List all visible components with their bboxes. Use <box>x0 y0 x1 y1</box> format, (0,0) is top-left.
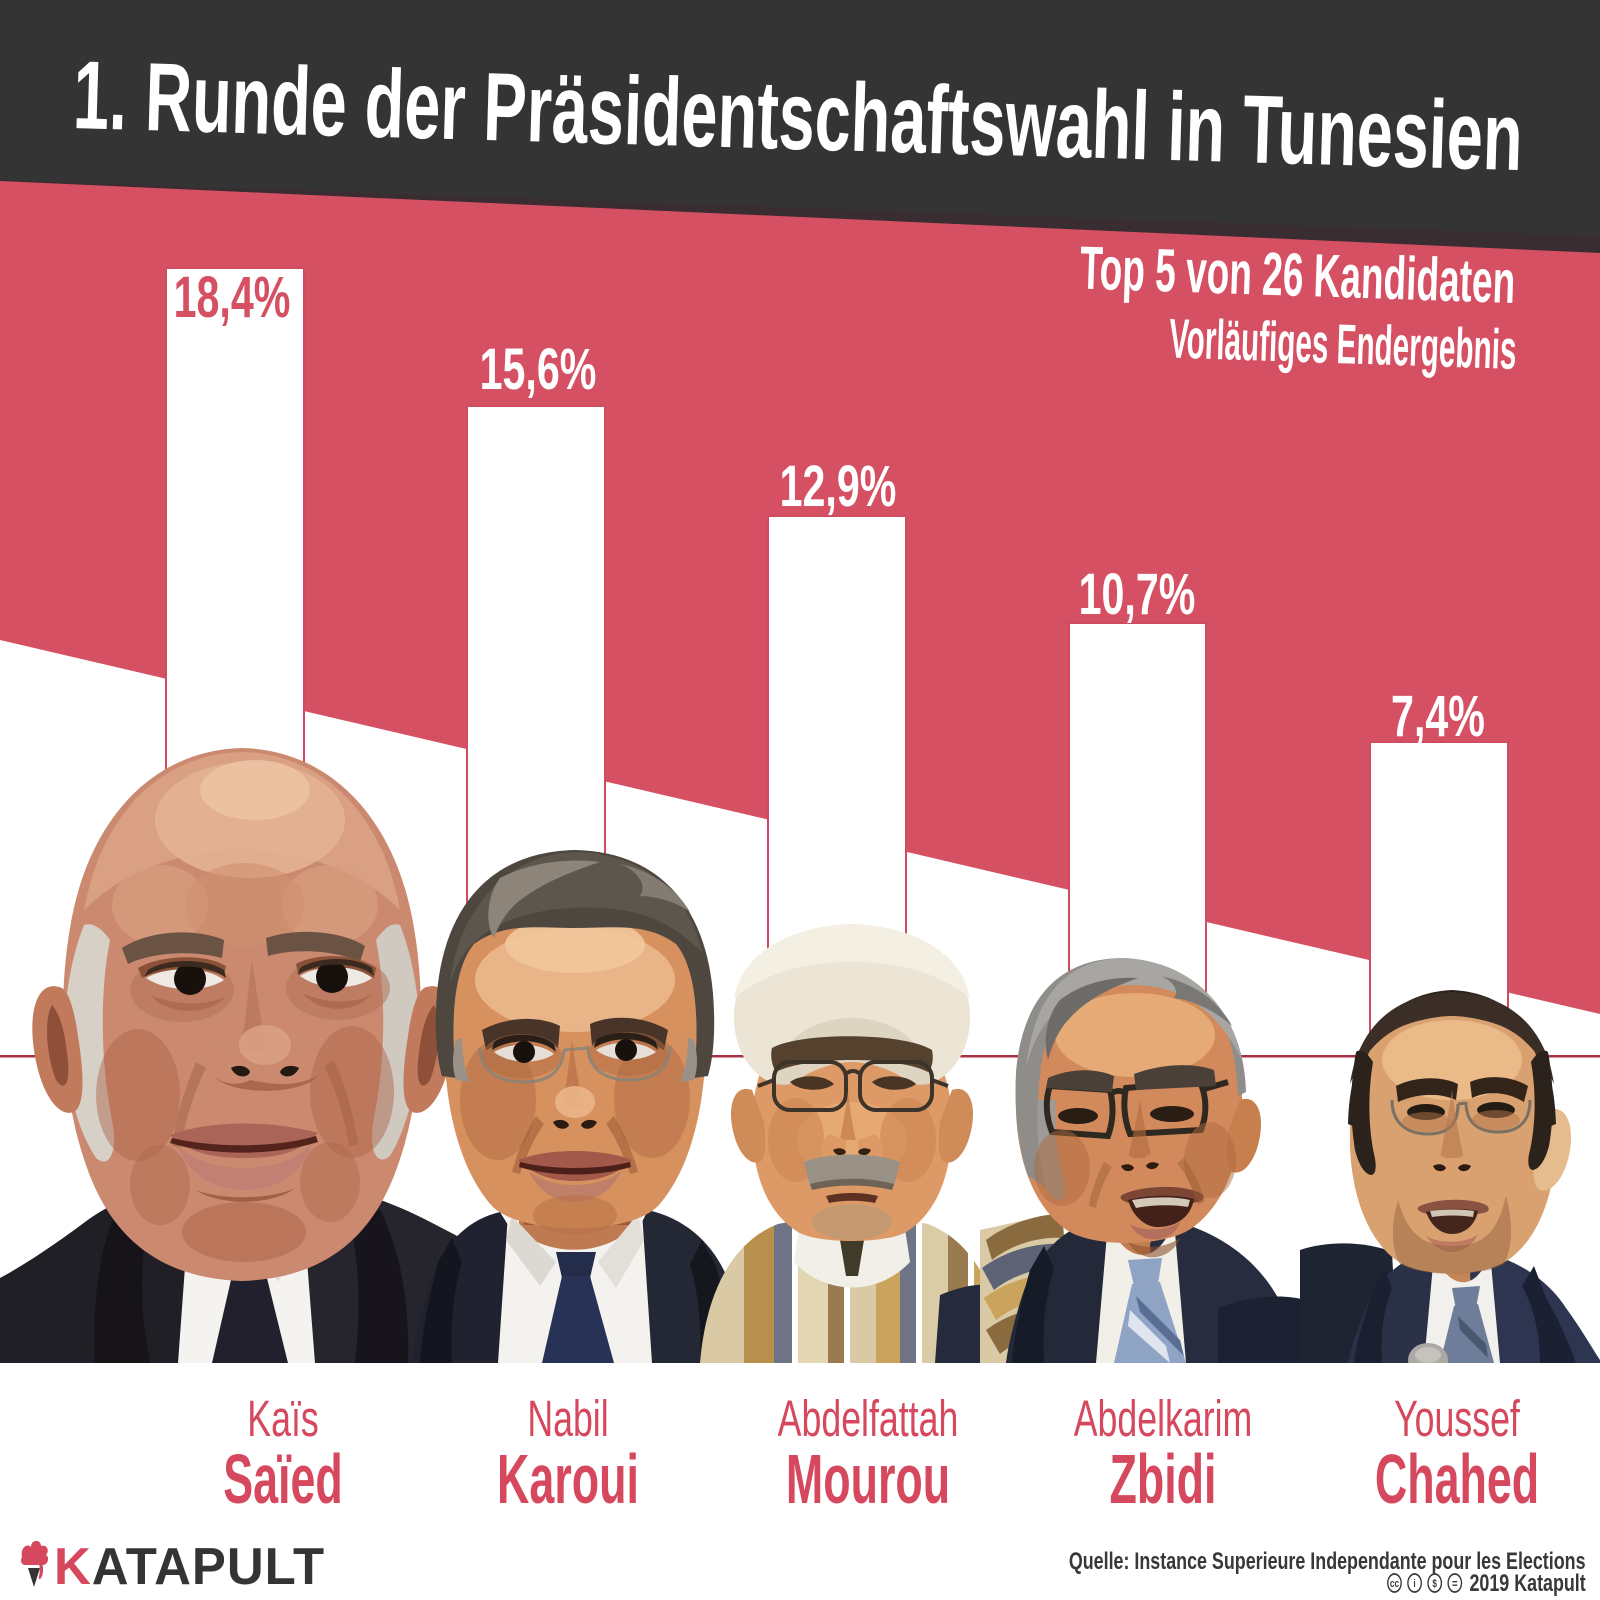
svg-text:$: $ <box>1433 1578 1438 1590</box>
svg-text:cc: cc <box>1390 1578 1400 1590</box>
svg-text:i: i <box>1414 1578 1416 1590</box>
svg-text:=: = <box>1452 1578 1458 1592</box>
